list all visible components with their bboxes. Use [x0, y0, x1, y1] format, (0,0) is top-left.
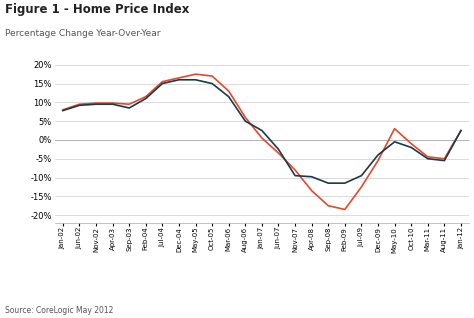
Including Distressed Sales [192, 72, 198, 76]
Including Distressed Sales [408, 142, 414, 146]
Excluding Distressed Sales [176, 78, 182, 82]
Text: Percentage Change Year-Over-Year: Percentage Change Year-Over-Year [5, 29, 160, 38]
Including Distressed Sales [358, 185, 364, 189]
Including Distressed Sales [176, 76, 182, 80]
Including Distressed Sales [441, 157, 447, 161]
Including Distressed Sales [458, 128, 464, 132]
Excluding Distressed Sales [358, 174, 364, 177]
Excluding Distressed Sales [408, 146, 414, 149]
Excluding Distressed Sales [109, 102, 116, 106]
Excluding Distressed Sales [226, 95, 231, 99]
Excluding Distressed Sales [259, 128, 264, 132]
Including Distressed Sales [342, 208, 347, 211]
Excluding Distressed Sales [392, 140, 397, 144]
Excluding Distressed Sales [93, 102, 99, 106]
Including Distressed Sales [309, 189, 314, 193]
Including Distressed Sales [143, 95, 148, 99]
Excluding Distressed Sales [425, 157, 430, 161]
Excluding Distressed Sales [375, 153, 381, 157]
Excluding Distressed Sales [342, 181, 347, 185]
Including Distressed Sales [77, 102, 82, 106]
Excluding Distressed Sales [126, 106, 132, 110]
Excluding Distressed Sales [60, 109, 65, 113]
Including Distressed Sales [276, 151, 282, 155]
Excluding Distressed Sales [441, 159, 447, 162]
Including Distressed Sales [126, 102, 132, 106]
Excluding Distressed Sales [143, 97, 148, 100]
Including Distressed Sales [259, 136, 264, 140]
Excluding Distressed Sales [276, 148, 282, 151]
Including Distressed Sales [226, 89, 231, 93]
Including Distressed Sales [210, 74, 215, 78]
Including Distressed Sales [392, 127, 397, 131]
Including Distressed Sales [109, 101, 116, 105]
Excluding Distressed Sales [458, 128, 464, 132]
Excluding Distressed Sales [77, 103, 82, 107]
Including Distressed Sales [292, 168, 298, 172]
Line: Including Distressed Sales: Including Distressed Sales [63, 74, 461, 210]
Excluding Distressed Sales [325, 181, 331, 185]
Including Distressed Sales [93, 101, 99, 105]
Including Distressed Sales [425, 155, 430, 159]
Text: Figure 1 - Home Price Index: Figure 1 - Home Price Index [5, 3, 189, 16]
Including Distressed Sales [242, 115, 248, 119]
Excluding Distressed Sales [242, 119, 248, 123]
Including Distressed Sales [159, 80, 165, 84]
Excluding Distressed Sales [210, 82, 215, 86]
Excluding Distressed Sales [159, 82, 165, 86]
Excluding Distressed Sales [309, 175, 314, 179]
Including Distressed Sales [375, 159, 381, 162]
Text: Source: CoreLogic May 2012: Source: CoreLogic May 2012 [5, 306, 113, 315]
Including Distressed Sales [60, 108, 65, 112]
Excluding Distressed Sales [292, 174, 298, 177]
Line: Excluding Distressed Sales: Excluding Distressed Sales [63, 80, 461, 183]
Including Distressed Sales [325, 204, 331, 208]
Excluding Distressed Sales [192, 78, 198, 82]
